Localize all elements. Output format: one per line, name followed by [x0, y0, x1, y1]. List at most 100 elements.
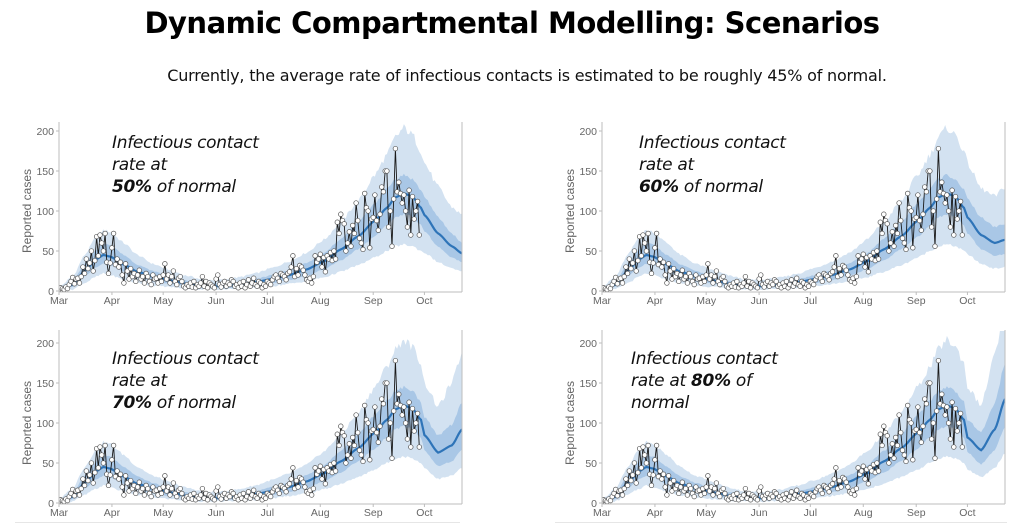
observed-point: [915, 404, 921, 410]
annotation-line1: Infectious contact: [112, 133, 259, 153]
observed-point: [317, 251, 323, 257]
observed-point: [879, 442, 885, 449]
x-tick-label: Oct: [959, 295, 975, 307]
annotation-line1: Infectious contact: [112, 349, 259, 369]
observed-point: [365, 420, 371, 426]
observed-point: [927, 380, 933, 386]
observed-point: [346, 229, 352, 235]
observed-point: [334, 431, 340, 437]
observed-point: [290, 253, 296, 259]
observed-point: [874, 248, 880, 254]
y-axis-label: Reported cases: [20, 169, 34, 253]
observed-point: [121, 492, 127, 498]
observed-point: [360, 458, 366, 465]
divider: [555, 522, 1007, 523]
observed-point: [414, 198, 421, 205]
observed-point: [110, 442, 117, 449]
observed-point: [683, 273, 689, 280]
observed-point: [843, 267, 849, 273]
observed-point: [396, 179, 402, 185]
observed-point: [916, 429, 923, 436]
y-tick-label: 0: [591, 286, 597, 298]
annotation-rest: of normal: [678, 177, 763, 197]
observed-point: [633, 268, 639, 274]
observed-point: [628, 477, 634, 484]
observed-point: [934, 196, 940, 202]
observed-point: [85, 265, 91, 272]
observed-point: [230, 490, 236, 497]
observed-point: [640, 232, 646, 238]
observed-point: [404, 224, 411, 230]
observed-point: [227, 281, 233, 288]
observed-point: [302, 484, 308, 490]
observed-point: [932, 243, 938, 249]
x-tick-label: May: [696, 507, 717, 519]
observed-point: [211, 285, 218, 291]
observed-point: [387, 208, 393, 214]
observed-point: [90, 268, 96, 274]
observed-point: [648, 270, 655, 277]
observed-point: [391, 408, 397, 414]
observed-point: [199, 485, 206, 492]
chart-svg: 0 50 100 150 200 Mar Apr May Jun Jul Aug Sep Oct Repo…: [20, 330, 463, 519]
observed-point: [896, 200, 902, 206]
observed-point: [713, 268, 720, 274]
observed-point: [215, 272, 221, 278]
observed-point: [409, 193, 416, 200]
observed-point: [831, 264, 837, 270]
observed-point: [891, 243, 897, 249]
observed-point: [367, 245, 373, 251]
observed-point: [640, 444, 646, 450]
observed-point: [99, 452, 105, 458]
observed-point: [621, 273, 627, 280]
y-tick-label: 100: [36, 418, 54, 430]
observed-point: [300, 479, 306, 485]
observed-point: [905, 402, 911, 409]
observed-point: [652, 457, 658, 463]
observed-point: [356, 447, 363, 453]
observed-point: [935, 145, 942, 152]
observed-point: [773, 278, 779, 285]
observed-point: [913, 426, 919, 433]
observed-point: [829, 269, 836, 275]
observed-point: [910, 245, 916, 251]
observed-point: [631, 460, 638, 466]
x-tick-label: Jul: [261, 507, 274, 519]
annotation-rest: of normal: [151, 393, 236, 413]
observed-point: [884, 433, 890, 439]
observed-point: [353, 200, 359, 206]
observed-point: [406, 399, 412, 405]
observed-point: [920, 211, 926, 217]
observed-point: [691, 493, 697, 500]
observed-point: [251, 487, 257, 493]
observed-point: [375, 227, 381, 233]
observed-point: [949, 187, 955, 193]
annotation-line2: rate at: [112, 371, 167, 391]
observed-point: [169, 273, 175, 280]
observed-point: [671, 477, 677, 484]
observed-point: [110, 230, 117, 237]
observed-point: [408, 444, 414, 450]
y-tick-label: 150: [36, 378, 54, 390]
observed-point: [373, 217, 380, 224]
observed-point: [657, 468, 663, 474]
plot-area: [602, 331, 1005, 504]
observed-point: [676, 490, 682, 497]
plot-area: [59, 124, 462, 292]
observed-point: [650, 260, 656, 266]
observed-point: [860, 463, 866, 469]
observed-point: [633, 480, 639, 486]
observed-point: [908, 420, 914, 426]
observed-point: [254, 283, 260, 289]
observed-point: [145, 485, 151, 492]
observed-point: [623, 264, 629, 270]
observed-point: [642, 452, 648, 458]
observed-point: [865, 269, 872, 275]
observed-point: [855, 465, 861, 471]
observed-point: [355, 217, 361, 224]
observed-point: [957, 410, 964, 417]
observed-point: [927, 168, 933, 174]
observed-point: [105, 270, 112, 277]
observed-point: [623, 476, 629, 482]
observed-point: [770, 493, 776, 500]
